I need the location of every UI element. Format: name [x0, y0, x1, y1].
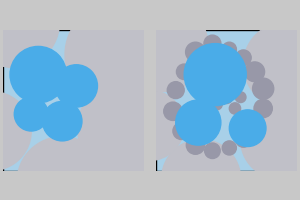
Circle shape: [229, 103, 241, 114]
Circle shape: [241, 100, 300, 179]
Circle shape: [43, 101, 82, 141]
Circle shape: [236, 50, 251, 65]
Circle shape: [10, 46, 67, 103]
Circle shape: [0, 0, 59, 68]
Circle shape: [186, 42, 206, 62]
Circle shape: [220, 91, 233, 104]
Circle shape: [243, 22, 300, 107]
Circle shape: [114, 90, 184, 161]
Circle shape: [253, 78, 274, 99]
Circle shape: [222, 42, 236, 56]
Circle shape: [176, 100, 221, 145]
Circle shape: [229, 110, 266, 147]
Circle shape: [78, 79, 176, 178]
Circle shape: [201, 92, 212, 103]
FancyBboxPatch shape: [3, 29, 144, 170]
Circle shape: [167, 82, 184, 99]
Circle shape: [254, 99, 272, 118]
Circle shape: [235, 92, 246, 103]
Circle shape: [204, 35, 221, 52]
Circle shape: [65, 1, 172, 108]
Circle shape: [186, 136, 205, 154]
Circle shape: [205, 143, 220, 159]
Circle shape: [118, 1, 208, 92]
Circle shape: [164, 102, 182, 120]
Circle shape: [55, 65, 98, 107]
Circle shape: [173, 123, 190, 139]
Circle shape: [211, 99, 222, 110]
Circle shape: [162, 139, 241, 200]
Circle shape: [0, 92, 31, 170]
Circle shape: [246, 117, 263, 134]
Circle shape: [236, 132, 251, 147]
Circle shape: [222, 141, 236, 155]
Circle shape: [17, 137, 107, 200]
Circle shape: [245, 62, 265, 82]
Circle shape: [176, 64, 192, 80]
FancyBboxPatch shape: [156, 29, 297, 170]
Circle shape: [14, 97, 48, 131]
Circle shape: [184, 44, 246, 106]
